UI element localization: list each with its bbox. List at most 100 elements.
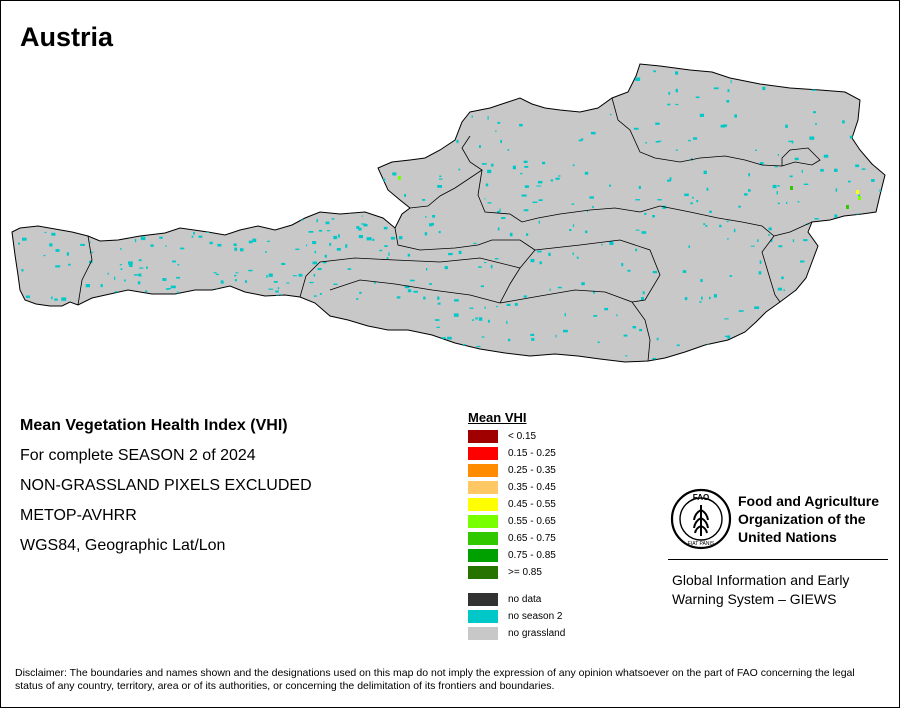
no-season-patch <box>227 207 230 210</box>
no-season-patch <box>770 239 773 243</box>
no-season-patch <box>609 184 611 187</box>
no-season-patch <box>120 268 123 270</box>
fao-name-line-3: United Nations <box>738 529 837 545</box>
no-season-patch <box>587 209 588 213</box>
no-season-patch <box>493 101 495 105</box>
no-season-patch <box>132 207 135 211</box>
no-season-patch <box>484 306 486 309</box>
no-season-patch <box>448 252 453 256</box>
no-season-patch <box>197 107 202 111</box>
no-season-patch <box>134 239 137 243</box>
no-season-patch <box>291 145 293 148</box>
no-season-patch <box>443 342 446 346</box>
no-season-patch <box>172 260 176 263</box>
legend-other-row: no season 2 <box>468 608 565 625</box>
no-season-patch <box>61 138 65 141</box>
no-season-patch <box>331 159 336 162</box>
no-season-patch <box>497 210 500 213</box>
no-season-patch <box>842 311 847 314</box>
no-season-patch <box>214 170 218 172</box>
no-season-patch <box>140 104 144 108</box>
no-season-patch <box>423 339 429 343</box>
no-season-patch <box>136 160 138 163</box>
no-season-patch <box>318 229 323 232</box>
no-season-patch <box>693 137 698 140</box>
no-season-patch <box>212 64 215 66</box>
no-season-patch <box>823 154 829 158</box>
no-season-patch <box>193 232 195 235</box>
no-season-patch <box>359 291 362 294</box>
no-season-patch <box>235 164 239 167</box>
no-season-patch <box>350 62 351 63</box>
no-season-patch <box>738 310 744 312</box>
no-season-patch <box>179 129 182 133</box>
no-season-patch <box>564 313 566 317</box>
no-season-patch <box>233 243 237 246</box>
no-season-patch <box>154 327 156 330</box>
no-season-patch <box>204 100 209 104</box>
no-season-patch <box>162 219 164 223</box>
no-season-patch <box>404 194 406 197</box>
no-season-patch <box>220 280 224 284</box>
no-season-patch <box>113 72 119 75</box>
no-season-patch <box>106 205 108 209</box>
no-season-patch <box>53 200 58 202</box>
no-season-patch <box>295 248 300 250</box>
no-season-patch <box>316 337 321 340</box>
no-season-patch <box>74 194 78 198</box>
no-season-patch <box>532 201 538 203</box>
legend-class-label: 0.15 - 0.25 <box>508 448 556 459</box>
no-season-patch <box>272 355 275 357</box>
no-season-patch <box>639 328 643 332</box>
no-season-patch <box>872 225 878 228</box>
no-season-patch <box>781 276 784 280</box>
no-season-patch <box>656 337 659 341</box>
vhi-green-pixels <box>398 176 861 209</box>
no-season-patch <box>675 71 679 75</box>
no-season-patch <box>350 67 352 71</box>
no-season-patch <box>491 163 494 167</box>
no-season-patch <box>789 175 793 178</box>
no-season-patch <box>276 329 280 331</box>
state-borders <box>77 97 821 362</box>
no-season-patch <box>344 178 347 180</box>
no-season-patch <box>33 106 37 108</box>
no-season-patch <box>347 268 352 270</box>
no-season-patch <box>144 186 149 188</box>
no-season-patch <box>180 247 185 250</box>
fao-logo-icon: FAO FIAT PANIS <box>670 488 732 550</box>
no-season-patch <box>29 163 33 168</box>
no-season-patch <box>327 209 332 211</box>
no-season-patch <box>719 224 722 228</box>
no-season-patch <box>585 82 589 86</box>
no-season-patch <box>675 149 678 151</box>
no-season-patch <box>508 338 511 342</box>
no-season-patch <box>312 241 317 245</box>
no-season-patch <box>432 215 436 218</box>
no-season-patch <box>83 103 86 106</box>
no-season-patch <box>811 89 816 91</box>
no-season-patch <box>302 209 306 212</box>
no-season-patch <box>469 307 474 309</box>
no-season-patch <box>655 141 660 143</box>
no-season-patch <box>387 102 391 104</box>
no-season-patch <box>537 250 542 253</box>
no-season-patch <box>520 172 523 175</box>
no-season-patch <box>249 350 253 353</box>
no-season-patch <box>216 336 219 339</box>
no-season-patch <box>146 106 150 109</box>
no-season-patch <box>797 201 800 203</box>
no-season-patch <box>444 266 448 270</box>
no-season-patch <box>345 69 349 73</box>
no-season-patch <box>645 142 647 144</box>
no-season-patch <box>176 276 180 279</box>
no-season-patch <box>701 296 703 300</box>
no-season-patch <box>180 145 186 148</box>
no-season-patch <box>506 320 508 324</box>
no-season-patch <box>847 180 851 183</box>
no-season-patch <box>854 221 859 224</box>
no-season-patch <box>253 219 255 222</box>
no-season-patch <box>855 320 860 323</box>
no-season-patch <box>16 160 20 162</box>
no-season-patch <box>257 195 260 197</box>
